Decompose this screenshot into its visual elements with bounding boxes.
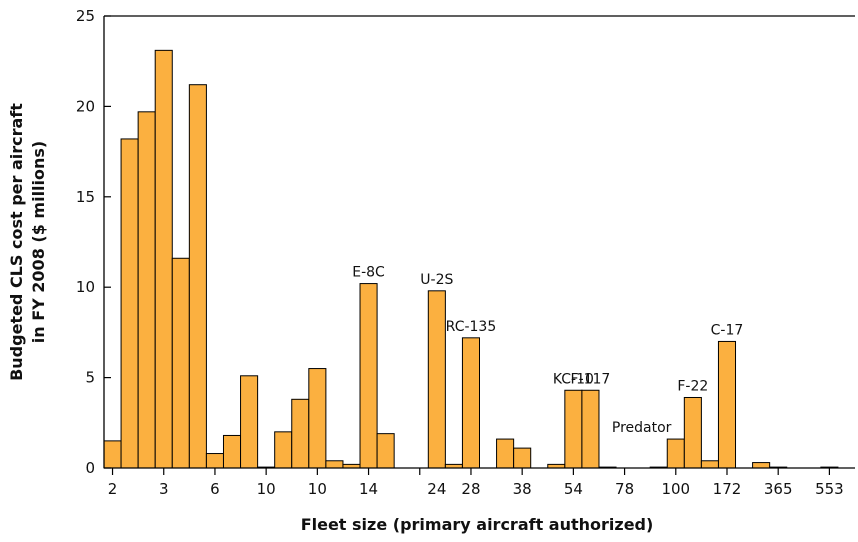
bar [513,447,532,469]
bars-group [103,49,839,469]
bar-annotation: C-17 [711,322,744,338]
bar [222,434,242,469]
x-ticks-group: 2 3 6 10 10 14 24 28 38 54 78 100 172 365 553 [108,468,844,498]
bar-annotation: E-8C [352,265,385,281]
x-tick-label: 10 [308,480,327,498]
bar [103,440,122,469]
x-tick-label: 38 [513,480,532,498]
bar [700,460,719,469]
bar [376,433,395,469]
bar [188,84,207,469]
x-tick-label: 3 [159,480,169,498]
y-tick-label: 15 [76,188,95,206]
x-axis-title: Fleet size (primary aircraft authorized) [301,515,654,534]
x-tick-label: 24 [427,480,446,498]
bar [325,460,344,469]
x-tick-label: 365 [764,480,793,498]
x-tick-label: 14 [359,480,378,498]
bar [137,111,156,469]
bar [120,138,139,469]
bar [666,438,685,469]
x-tick-label: 10 [257,480,276,498]
bar [308,368,327,469]
bar [427,290,446,469]
bar [240,375,259,469]
x-tick-label: 78 [615,480,634,498]
annotations-group: E-8C U-2S RC-135 KC-10F-117 Predator F-22 C-17 [352,265,743,436]
y-tick-label: 25 [76,7,95,25]
bar [291,398,310,469]
bar [171,257,190,469]
bar-annotation: KC-10 [553,371,594,387]
bar [564,389,583,469]
bar [359,283,378,469]
bar-annotation: Predator [612,420,672,436]
bar-annotation: F-117 [571,371,611,387]
bar-annotation: U-2S [420,272,453,288]
x-tick-label: 172 [713,480,742,498]
y-tick-label: 20 [76,97,95,115]
bar-annotation: F-22 [677,378,708,394]
y-ticks-group: 0 5 10 15 20 25 [76,7,111,477]
y-tick-label: 10 [76,278,95,296]
y-axis-title-line-2: in FY 2008 ($ millions) [29,141,48,343]
x-tick-label: 553 [815,480,844,498]
x-tick-label: 100 [661,480,690,498]
bar [205,453,224,469]
bar [496,438,515,469]
bar [683,396,702,469]
y-axis-title-line-1: Budgeted CLS cost per aircraft [7,103,26,381]
bar [274,431,293,469]
bar [461,337,480,469]
x-tick-label: 28 [461,480,480,498]
bar [154,49,173,469]
y-tick-label: 5 [85,369,95,387]
y-tick-label: 0 [85,459,95,477]
x-tick-label: 2 [108,480,118,498]
bar [717,340,737,469]
axes-group [103,15,855,469]
x-tick-label: 54 [564,480,583,498]
bar [581,389,600,469]
x-tick-label: 6 [210,480,220,498]
bar [752,462,771,469]
bar-annotation: RC-135 [446,319,497,335]
